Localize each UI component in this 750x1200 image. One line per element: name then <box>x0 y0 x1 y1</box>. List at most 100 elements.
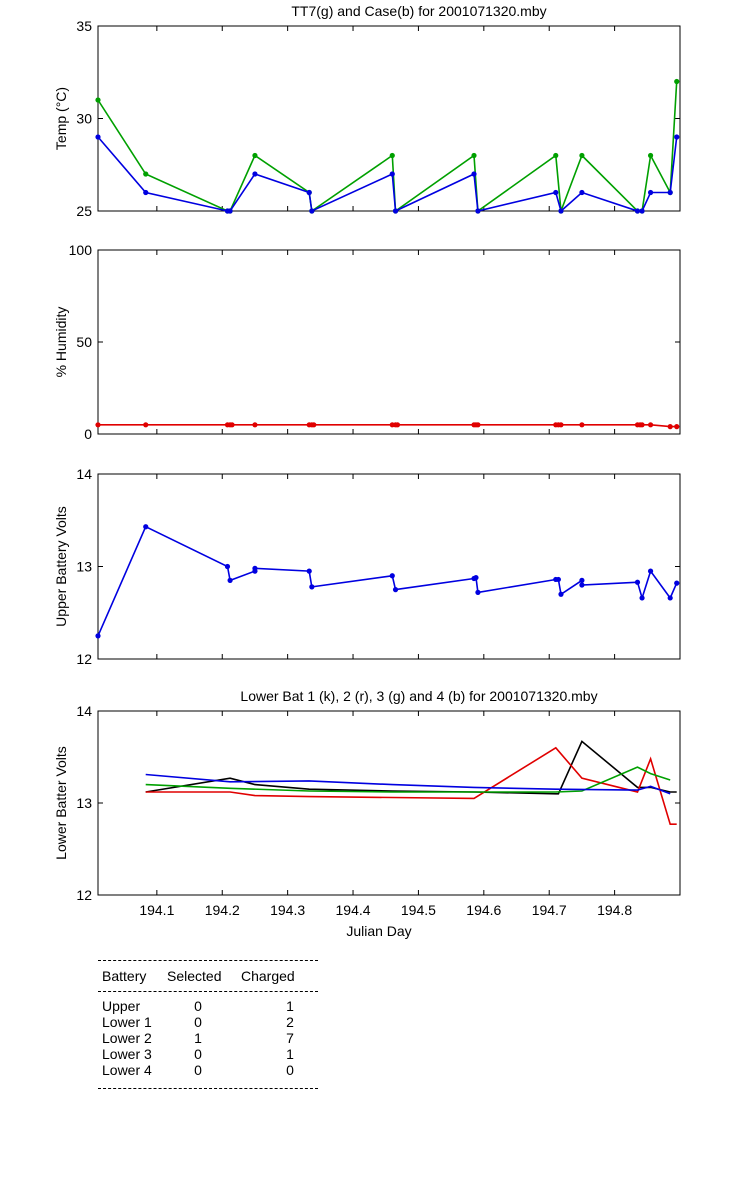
x-tick-label: 194.6 <box>466 902 501 918</box>
data-point <box>95 422 101 428</box>
data-point <box>143 171 149 177</box>
y-tick-label: 14 <box>76 466 92 482</box>
cell-battery: Lower 1 <box>102 1014 152 1030</box>
x-tick-label: 194.5 <box>401 902 436 918</box>
data-point <box>667 189 673 196</box>
data-point <box>558 422 564 428</box>
data-point <box>558 591 564 597</box>
series-line <box>145 740 677 795</box>
data-point <box>647 152 654 159</box>
data-point <box>309 208 315 214</box>
data-point <box>143 422 149 428</box>
table-top-divider <box>98 960 318 961</box>
data-point <box>389 171 395 177</box>
x-tick-label: 194.4 <box>336 902 371 918</box>
data-point <box>392 587 399 593</box>
y-tick-label: 12 <box>76 887 92 903</box>
data-point <box>674 78 680 85</box>
data-point <box>227 577 233 583</box>
y-tick-label: 30 <box>76 111 92 127</box>
cell-battery: Upper <box>102 998 141 1014</box>
y-axis-label: Upper Battery Volts <box>53 506 69 627</box>
y-tick-label: 14 <box>76 703 92 719</box>
data-point <box>475 422 481 428</box>
x-tick-label: 194.3 <box>270 902 305 918</box>
cell-charged: 7 <box>286 1030 294 1046</box>
data-point <box>224 563 231 570</box>
data-point <box>553 189 559 196</box>
data-point <box>252 171 258 177</box>
data-point <box>579 582 585 588</box>
data-point <box>579 152 585 159</box>
y-tick-label: 13 <box>76 559 92 575</box>
y-axis-label: Lower Batter Volts <box>53 746 69 860</box>
data-point <box>579 189 585 196</box>
data-point <box>555 576 561 583</box>
data-point <box>674 134 680 140</box>
data-point <box>647 189 654 196</box>
cell-charged: 1 <box>286 998 294 1014</box>
data-point <box>252 565 258 571</box>
data-point <box>674 424 680 430</box>
header-charged: Charged <box>241 968 295 984</box>
data-point <box>639 208 645 214</box>
data-point <box>475 589 481 596</box>
data-point <box>579 577 585 583</box>
series-line <box>98 423 677 428</box>
data-point <box>143 189 149 196</box>
data-point <box>639 422 645 428</box>
y-tick-label: 13 <box>76 795 92 811</box>
cell-selected: 0 <box>194 998 202 1014</box>
data-point <box>227 208 233 214</box>
data-point <box>311 422 317 428</box>
series-line <box>97 525 678 637</box>
data-point <box>95 97 101 103</box>
table-header-divider <box>98 991 318 992</box>
cell-selected: 0 <box>194 1014 202 1030</box>
data-point <box>389 573 395 579</box>
data-point <box>674 580 680 586</box>
x-tick-label: 194.2 <box>205 902 240 918</box>
data-point <box>392 208 399 214</box>
x-tick-label: 194.1 <box>139 902 174 918</box>
data-point <box>306 568 312 574</box>
x-tick-label: 194.8 <box>597 902 632 918</box>
plot-frame <box>97 710 681 896</box>
cell-battery: Lower 4 <box>102 1062 152 1078</box>
series-line <box>97 81 678 213</box>
y-axis-label: % Humidity <box>53 307 69 378</box>
data-point <box>647 422 654 428</box>
data-point <box>667 424 673 430</box>
header-selected: Selected <box>167 968 222 984</box>
series-line <box>145 746 677 826</box>
table-row: Lower 4 0 0 <box>98 1062 318 1078</box>
data-point <box>394 422 401 428</box>
y-tick-label: 0 <box>84 426 92 442</box>
cell-selected: 0 <box>194 1062 202 1078</box>
cell-charged: 0 <box>286 1062 294 1078</box>
series-line <box>145 766 671 793</box>
data-point <box>252 152 258 159</box>
cell-selected: 0 <box>194 1046 202 1062</box>
data-point <box>647 568 654 574</box>
chart-title: Lower Bat 1 (k), 2 (r), 3 (g) and 4 (b) … <box>240 688 597 704</box>
data-point <box>389 152 395 159</box>
data-point <box>95 134 101 140</box>
data-point <box>579 422 585 428</box>
y-tick-label: 50 <box>76 334 92 350</box>
cell-selected: 1 <box>194 1030 202 1046</box>
data-point <box>473 575 479 581</box>
data-point <box>309 584 315 590</box>
data-point <box>229 422 235 428</box>
x-tick-label: 194.7 <box>532 902 567 918</box>
table-bottom-divider <box>98 1088 318 1089</box>
cell-battery: Lower 2 <box>102 1030 152 1046</box>
table-row: Lower 1 0 2 <box>98 1014 318 1030</box>
table-row: Lower 2 1 7 <box>98 1030 318 1046</box>
plot-frame <box>97 249 681 435</box>
data-point <box>471 171 477 177</box>
battery-status-table: Battery Selected Charged Upper 0 1 Lower… <box>98 960 318 1089</box>
series-line <box>97 136 678 213</box>
data-point <box>667 595 673 601</box>
